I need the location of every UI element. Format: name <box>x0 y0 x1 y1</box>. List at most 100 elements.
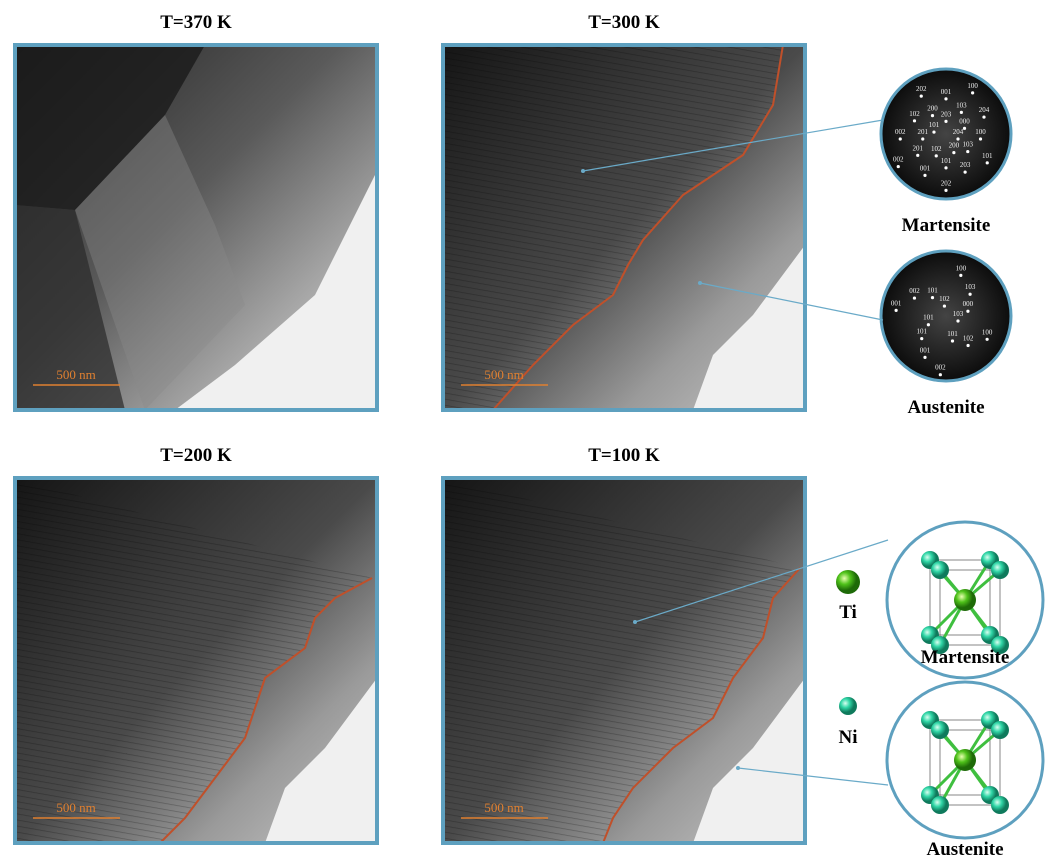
miller-index: 001 <box>920 346 931 354</box>
spot <box>923 174 926 177</box>
spot <box>971 91 974 94</box>
connector-dot <box>736 766 740 770</box>
structure-label: Austenite <box>926 839 1003 860</box>
miller-index: 101 <box>929 121 940 129</box>
spot <box>968 293 971 296</box>
connector-dot <box>581 169 585 173</box>
spot <box>944 120 947 123</box>
ti-atom <box>954 589 976 611</box>
miller-index: 201 <box>912 144 923 152</box>
spot <box>951 339 954 342</box>
scale-bar-label: 500 nm <box>56 367 95 382</box>
miller-index: 001 <box>941 88 952 96</box>
spot <box>939 373 942 376</box>
ni-atom <box>931 721 949 739</box>
tem-panel: T=370 K 500 nm <box>15 12 377 410</box>
spot <box>927 323 930 326</box>
miller-index: 204 <box>979 106 990 114</box>
miller-index: 100 <box>967 82 978 90</box>
scale-bar-label: 500 nm <box>484 367 523 382</box>
miller-index: 200 <box>949 142 960 150</box>
ni-atom <box>991 796 1009 814</box>
ti-legend <box>836 570 860 594</box>
scale-bar-label: 500 nm <box>56 800 95 815</box>
spot <box>956 137 959 140</box>
miller-index: 101 <box>916 328 927 336</box>
atom-label: Ni <box>839 727 858 748</box>
spot <box>982 115 985 118</box>
atom-label: Ti <box>839 602 857 623</box>
miller-index: 001 <box>891 299 902 307</box>
miller-index: 101 <box>982 152 993 160</box>
tem-panel: T=300 K 500 nm <box>443 12 805 410</box>
miller-index: 203 <box>941 110 952 118</box>
spot <box>935 154 938 157</box>
spot <box>944 97 947 100</box>
spot <box>966 150 969 153</box>
connector-dot <box>698 281 702 285</box>
miller-index: 002 <box>895 128 906 136</box>
tem-panel: T=100 K500 nm <box>443 445 805 843</box>
miller-index: 102 <box>909 110 920 118</box>
miller-index: 102 <box>939 295 950 303</box>
miller-index: 201 <box>918 128 929 136</box>
spot <box>923 356 926 359</box>
spot <box>986 338 989 341</box>
spot <box>952 151 955 154</box>
spot <box>921 137 924 140</box>
spot <box>944 166 947 169</box>
miller-index: 101 <box>941 157 952 165</box>
spot <box>920 95 923 98</box>
spot <box>959 274 962 277</box>
panel-title: T=100 K <box>588 445 660 466</box>
miller-index: 203 <box>960 161 971 169</box>
spot <box>943 304 946 307</box>
miller-index: 200 <box>927 105 938 113</box>
miller-index: 100 <box>982 328 993 336</box>
spot <box>899 137 902 140</box>
miller-index: 202 <box>916 85 927 93</box>
miller-index: 002 <box>909 287 920 295</box>
miller-index: 002 <box>935 364 946 372</box>
miller-index: 000 <box>963 300 974 308</box>
spot <box>966 310 969 313</box>
miller-index: 002 <box>893 156 904 164</box>
panel-title: T=370 K <box>160 12 232 33</box>
spot <box>931 296 934 299</box>
miller-index: 202 <box>941 179 952 187</box>
miller-index: 103 <box>956 101 967 109</box>
miller-index: 103 <box>965 283 976 291</box>
spot <box>944 189 947 192</box>
spot <box>932 130 935 133</box>
miller-index: 103 <box>963 141 974 149</box>
spot <box>895 309 898 312</box>
miller-index: 204 <box>953 128 964 136</box>
miller-index: 101 <box>923 314 934 322</box>
miller-index: 001 <box>920 164 931 172</box>
spot <box>897 165 900 168</box>
connector-dot <box>633 620 637 624</box>
spot <box>916 154 919 157</box>
spot <box>913 119 916 122</box>
ti-atom <box>954 749 976 771</box>
spot <box>979 137 982 140</box>
ni-atom <box>931 561 949 579</box>
ni-atom <box>991 561 1009 579</box>
structure-label: Martensite <box>921 647 1010 668</box>
miller-index: 100 <box>975 128 986 136</box>
spot <box>966 344 969 347</box>
tem-panel: T=200 K 500 nm <box>15 445 377 843</box>
spot <box>913 296 916 299</box>
spot <box>960 111 963 114</box>
miller-index: 102 <box>931 145 942 153</box>
figure: T=370 K500 nmT=300 K500 nmT=200 K500 nmT… <box>0 0 1051 863</box>
spot <box>964 171 967 174</box>
miller-index: 101 <box>927 287 938 295</box>
panel-title: T=200 K <box>160 445 232 466</box>
miller-index: 100 <box>956 264 967 272</box>
phase-label: Martensite <box>902 215 991 236</box>
spot <box>931 114 934 117</box>
diffraction-pattern <box>881 251 1011 381</box>
miller-index: 101 <box>947 330 958 338</box>
panel-title: T=300 K <box>588 12 660 33</box>
